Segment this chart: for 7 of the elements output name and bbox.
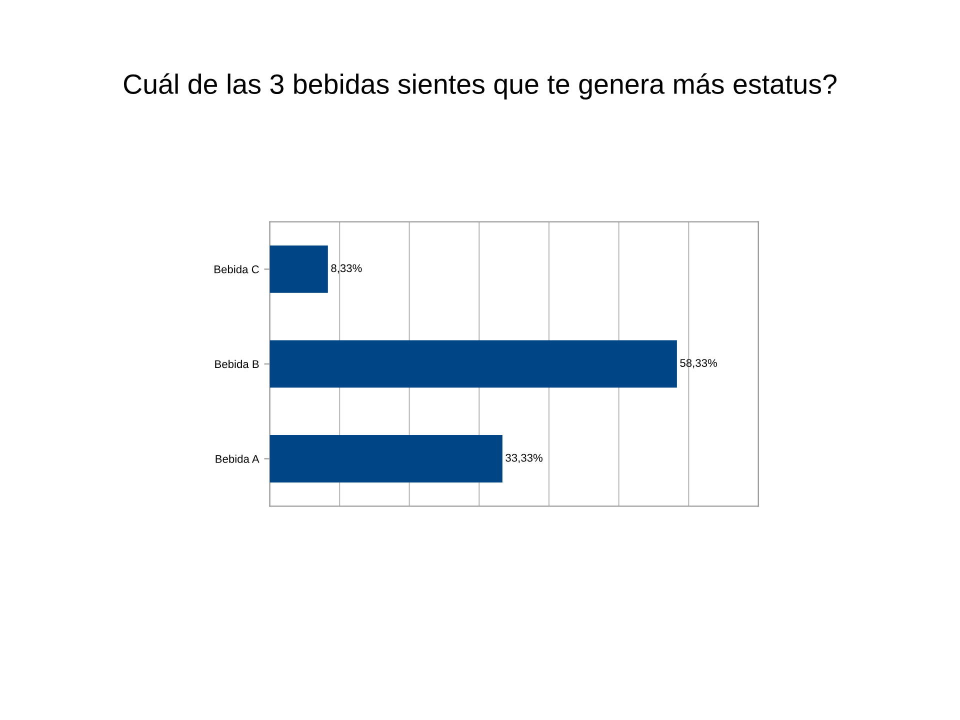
chart-title: Cuál de las 3 bebidas sientes que te genera más estatus?: [124, 73, 836, 100]
data-label: 33,33%: [506, 454, 542, 464]
y-tick-label: Bebida B: [215, 360, 259, 368]
y-tick-label: Bebida C: [214, 265, 259, 274]
y-tick-label: Bebida A: [216, 454, 260, 463]
data-label: 8,33%: [331, 264, 362, 274]
data-label: 58,33%: [680, 359, 718, 368]
